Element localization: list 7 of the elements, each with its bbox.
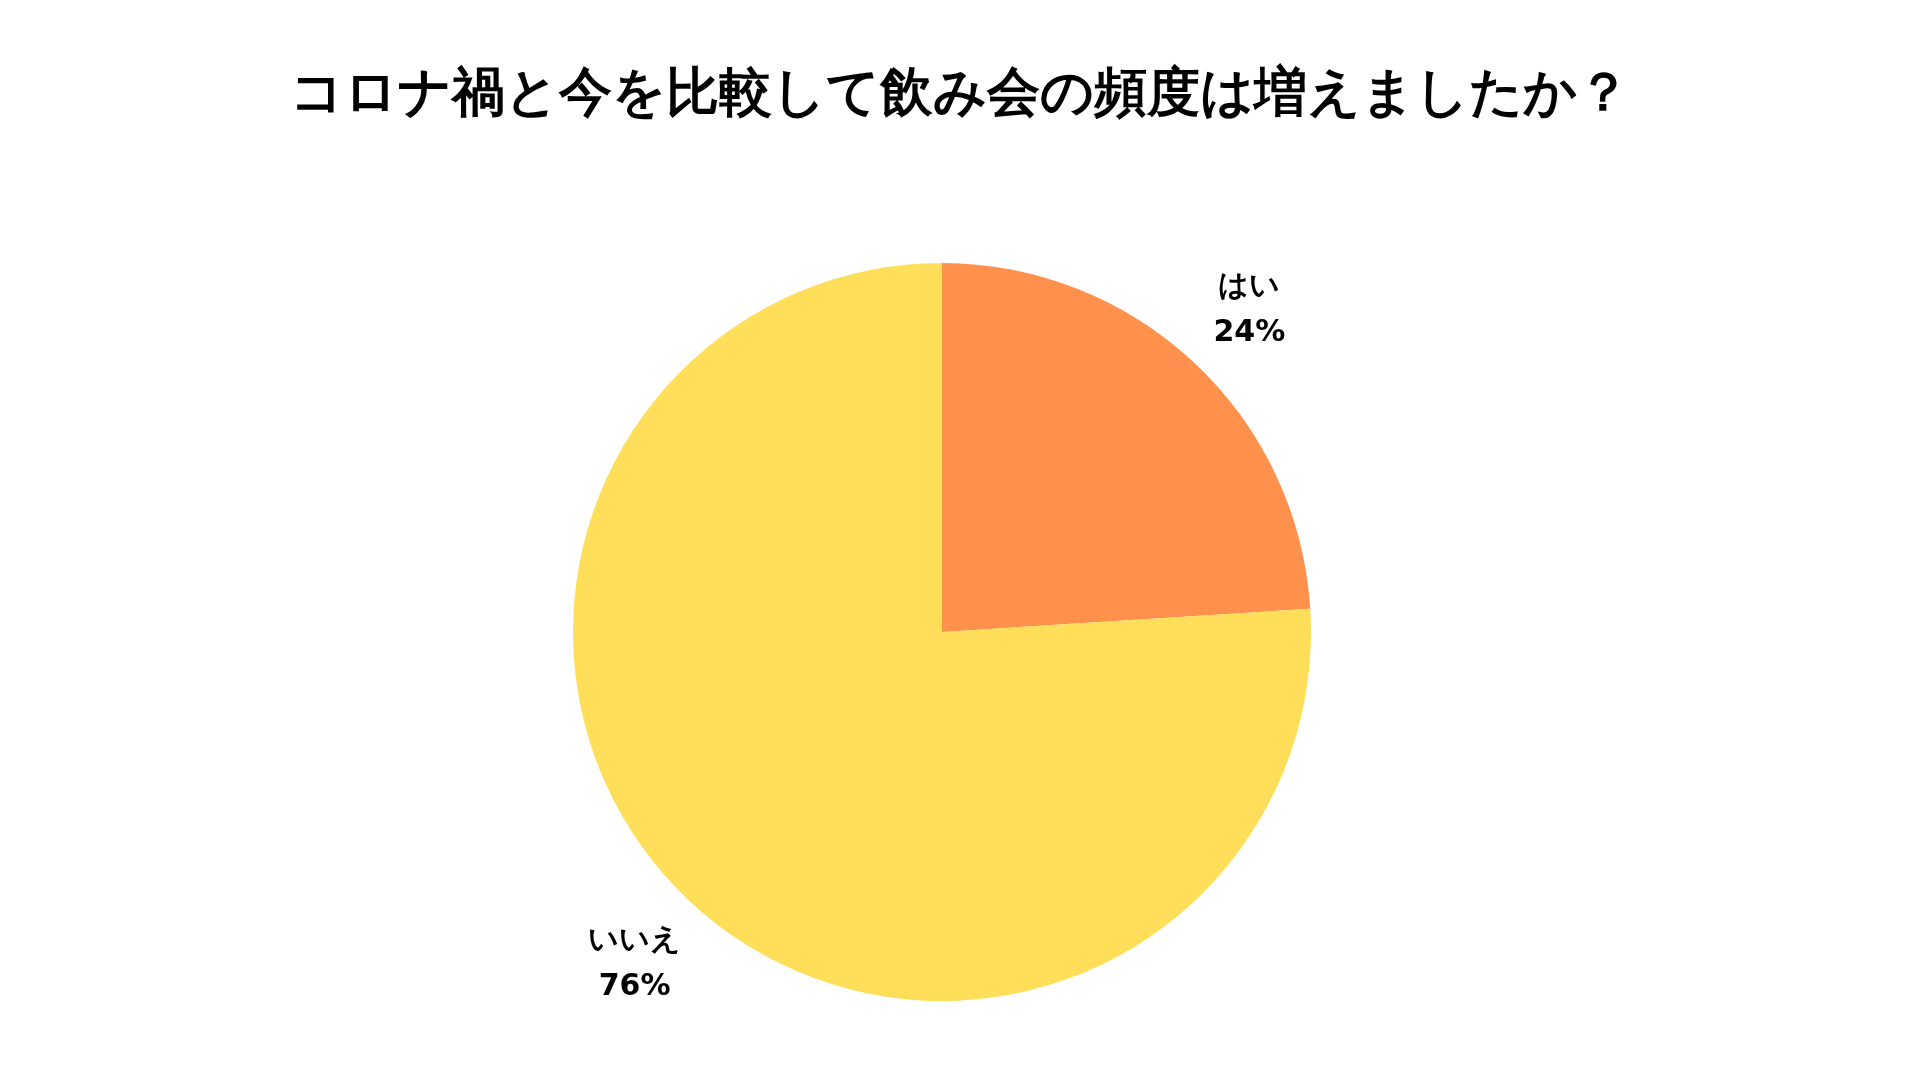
pie-slice	[573, 263, 1311, 1001]
data-label: 24%	[1213, 312, 1286, 348]
slice-label: いいえ	[588, 921, 682, 957]
pie-slice	[942, 263, 1311, 632]
data-label: 76%	[598, 967, 671, 1003]
chart-title: コロナ禍と今を比較して飲み会の頻度は増えましたか？	[289, 60, 1631, 124]
slice-label: はい	[1218, 266, 1281, 302]
